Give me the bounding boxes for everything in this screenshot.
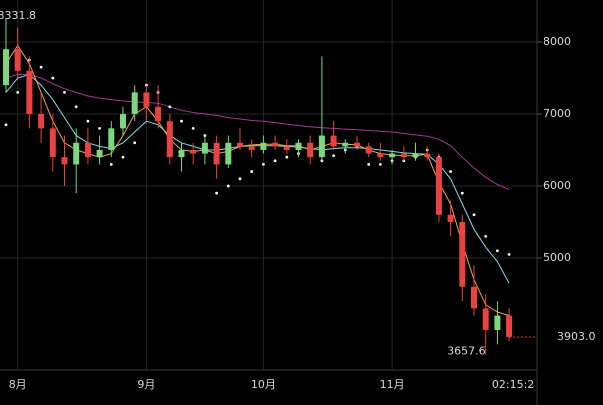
- sar-dot: [133, 141, 137, 145]
- candle-body: [166, 121, 173, 158]
- sar-dot: [74, 105, 78, 109]
- sar-dot: [4, 123, 8, 127]
- y-tick-label: 7000: [543, 107, 571, 120]
- candle-body: [295, 142, 302, 150]
- sar-dot: [39, 65, 43, 69]
- sar-dot: [238, 177, 242, 181]
- candle-body: [424, 153, 431, 158]
- y-tick-label: 5000: [543, 251, 571, 264]
- candle-body: [260, 142, 267, 150]
- sar-dot: [285, 155, 289, 159]
- candle-body: [447, 214, 454, 222]
- sar-dot: [86, 119, 90, 123]
- sar-dot: [98, 126, 101, 130]
- candle-body: [272, 142, 279, 147]
- sar-dot: [168, 105, 172, 109]
- candle-body: [365, 146, 372, 154]
- candle-body: [482, 308, 489, 330]
- candle-body: [61, 157, 68, 165]
- candle-body: [49, 128, 56, 158]
- labels: 5000 6000 7000 8000 8月 9月 10月 11月 8331.8 3657.6 39…: [0, 9, 602, 393]
- countdown-box: [487, 377, 532, 393]
- x-tick-label: 8月: [9, 378, 27, 391]
- candle-body: [225, 142, 232, 165]
- last-price-box: [538, 328, 602, 345]
- candle-body: [131, 92, 138, 114]
- candle-body: [26, 70, 33, 114]
- sar-dot: [51, 76, 55, 80]
- sar-dot: [332, 154, 335, 158]
- candle-body: [73, 142, 80, 165]
- candle-body: [506, 315, 513, 337]
- sar-dot: [273, 159, 277, 163]
- candle-body: [96, 149, 103, 158]
- moving-average: [5, 73, 510, 191]
- candle-body: [3, 49, 9, 86]
- candle-body: [14, 49, 21, 71]
- candle-body: [377, 153, 384, 158]
- candle-body: [248, 146, 255, 150]
- candle-body: [84, 142, 91, 158]
- candle-body: [389, 153, 396, 158]
- candle-body: [494, 315, 501, 330]
- high-label: 8331.8: [0, 9, 36, 22]
- candle-body: [213, 142, 220, 165]
- x-tick-label: 11月: [380, 378, 405, 391]
- sar-dot: [367, 162, 371, 166]
- candle-body: [283, 146, 290, 150]
- y-tick-label: 8000: [543, 35, 571, 48]
- sar-dot: [180, 119, 183, 123]
- candle-body: [143, 92, 150, 107]
- candle-body: [318, 135, 325, 158]
- sar-dot: [226, 184, 230, 188]
- candle-body: [342, 142, 349, 147]
- candle-body: [178, 149, 185, 158]
- sar-dot: [496, 249, 499, 253]
- candle-body: [108, 128, 115, 150]
- sar-dot: [472, 213, 476, 217]
- sar-dot: [109, 162, 113, 166]
- candle-body: [330, 135, 337, 147]
- candle-body: [120, 113, 126, 129]
- sar-dot: [63, 90, 66, 94]
- x-tick-label: 10月: [251, 378, 276, 391]
- candle-body: [307, 142, 314, 158]
- sar-dot: [507, 252, 511, 256]
- y-tick-label: 6000: [543, 179, 571, 192]
- sar-dot: [379, 162, 382, 166]
- low-label: 3657.6: [447, 345, 486, 358]
- sar-dot: [262, 162, 265, 166]
- candle-body: [38, 113, 45, 129]
- candle-body: [435, 157, 442, 215]
- candle-body: [400, 153, 407, 158]
- sar-dot: [16, 90, 20, 94]
- candle-body: [354, 142, 360, 147]
- sar-dot: [484, 234, 488, 238]
- candle-body: [459, 221, 466, 287]
- x-tick-label: 9月: [137, 378, 155, 391]
- sar-dot: [449, 170, 452, 173]
- candle-body: [237, 142, 243, 147]
- sar-dot: [250, 170, 254, 173]
- candles: [3, 18, 513, 355]
- candle-body: [155, 106, 162, 122]
- candle-body: [190, 149, 197, 154]
- sar-dot: [215, 191, 219, 195]
- candle-body: [412, 153, 419, 158]
- sar-dot: [121, 155, 125, 159]
- sar-dot: [460, 191, 464, 195]
- countdown: 02:15:2: [492, 378, 534, 391]
- candle-body: [201, 142, 208, 154]
- candle-body: [471, 286, 477, 309]
- last-price-label: 3903.0: [557, 330, 596, 343]
- sar-dot: [191, 126, 195, 130]
